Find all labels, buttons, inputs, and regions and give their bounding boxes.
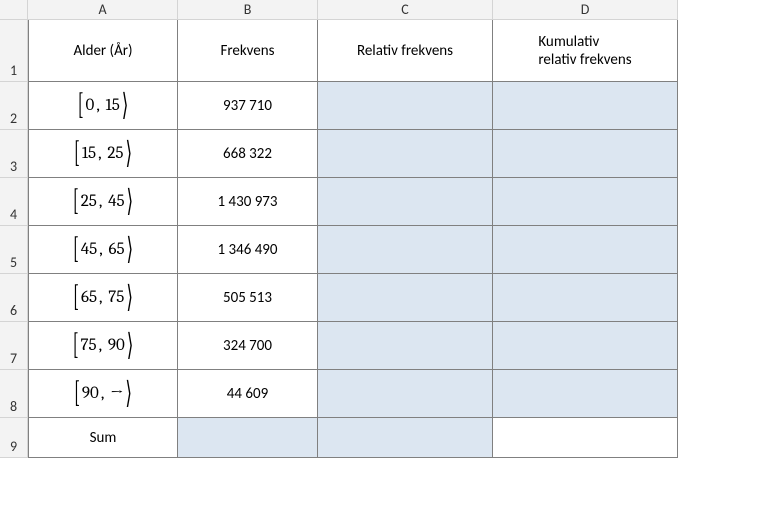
cell-D2[interactable] (493, 82, 678, 130)
cell-A6[interactable]: [65, 75⟩ (28, 274, 178, 322)
freq-value: 505 513 (223, 289, 272, 307)
cell-D7[interactable] (493, 322, 678, 370)
cell-B1[interactable]: Frekvens (178, 20, 318, 82)
row-header-4[interactable]: 4 (0, 178, 28, 226)
cell-A5[interactable]: [45, 65⟩ (28, 226, 178, 274)
header-relativ: Relativ frekvens (357, 42, 453, 60)
interval-65-75: [65, 75⟩ (73, 288, 133, 308)
cell-C6[interactable] (318, 274, 493, 322)
cell-C5[interactable] (318, 226, 493, 274)
cell-D6[interactable] (493, 274, 678, 322)
row-header-6[interactable]: 6 (0, 274, 28, 322)
cell-A7[interactable]: [75, 90⟩ (28, 322, 178, 370)
freq-value: 324 700 (223, 337, 272, 355)
header-frekvens: Frekvens (220, 42, 274, 60)
spreadsheet: A B C D 1 Alder (År) Frekvens Relativ fr… (0, 0, 678, 458)
row-header-1[interactable]: 1 (0, 20, 28, 82)
cell-C2[interactable] (318, 82, 493, 130)
cell-D9[interactable] (493, 418, 678, 458)
cell-C8[interactable] (318, 370, 493, 418)
interval-45-65: [45, 65⟩ (73, 240, 133, 260)
cell-B5[interactable]: 1 346 490 (178, 226, 318, 274)
interval-90-inf: [90, →⟩ (74, 384, 132, 404)
col-header-C[interactable]: C (318, 0, 493, 20)
cell-A4[interactable]: [25, 45⟩ (28, 178, 178, 226)
row-header-9[interactable]: 9 (0, 418, 28, 458)
cell-B7[interactable]: 324 700 (178, 322, 318, 370)
cell-B2[interactable]: 937 710 (178, 82, 318, 130)
cell-B6[interactable]: 505 513 (178, 274, 318, 322)
cell-D1[interactable]: Kumulativrelativ frekvens (493, 20, 678, 82)
freq-value: 1 430 973 (218, 193, 278, 211)
cell-A2[interactable]: [0, 15⟩ (28, 82, 178, 130)
cell-C7[interactable] (318, 322, 493, 370)
interval-25-45: [25, 45⟩ (73, 192, 133, 212)
cell-B9[interactable] (178, 418, 318, 458)
col-header-B[interactable]: B (178, 0, 318, 20)
sheet-corner[interactable] (0, 0, 28, 20)
cell-D8[interactable] (493, 370, 678, 418)
cell-D4[interactable] (493, 178, 678, 226)
freq-value: 1 346 490 (218, 241, 278, 259)
cell-D3[interactable] (493, 130, 678, 178)
cell-C1[interactable]: Relativ frekvens (318, 20, 493, 82)
row-header-3[interactable]: 3 (0, 130, 28, 178)
freq-value: 668 322 (223, 145, 272, 163)
interval-75-90: [75, 90⟩ (73, 336, 134, 356)
cell-A9[interactable]: Sum (28, 418, 178, 458)
sum-label: Sum (90, 429, 117, 447)
cell-B3[interactable]: 668 322 (178, 130, 318, 178)
header-kumulativ: Kumulativrelativ frekvens (538, 33, 631, 69)
row-header-7[interactable]: 7 (0, 322, 28, 370)
cell-A1[interactable]: Alder (År) (28, 20, 178, 82)
col-header-D[interactable]: D (493, 0, 678, 20)
cell-C9[interactable] (318, 418, 493, 458)
freq-value: 937 710 (223, 97, 272, 115)
interval-0-15: [0, 15⟩ (78, 96, 129, 116)
row-header-5[interactable]: 5 (0, 226, 28, 274)
cell-C4[interactable] (318, 178, 493, 226)
cell-B8[interactable]: 44 609 (178, 370, 318, 418)
freq-value: 44 609 (227, 385, 268, 403)
cell-A8[interactable]: [90, →⟩ (28, 370, 178, 418)
row-header-8[interactable]: 8 (0, 370, 28, 418)
cell-C3[interactable] (318, 130, 493, 178)
row-header-2[interactable]: 2 (0, 82, 28, 130)
header-alder: Alder (År) (73, 42, 132, 60)
interval-15-25: [15, 25⟩ (74, 144, 132, 164)
col-header-A[interactable]: A (28, 0, 178, 20)
cell-B4[interactable]: 1 430 973 (178, 178, 318, 226)
cell-A3[interactable]: [15, 25⟩ (28, 130, 178, 178)
cell-D5[interactable] (493, 226, 678, 274)
